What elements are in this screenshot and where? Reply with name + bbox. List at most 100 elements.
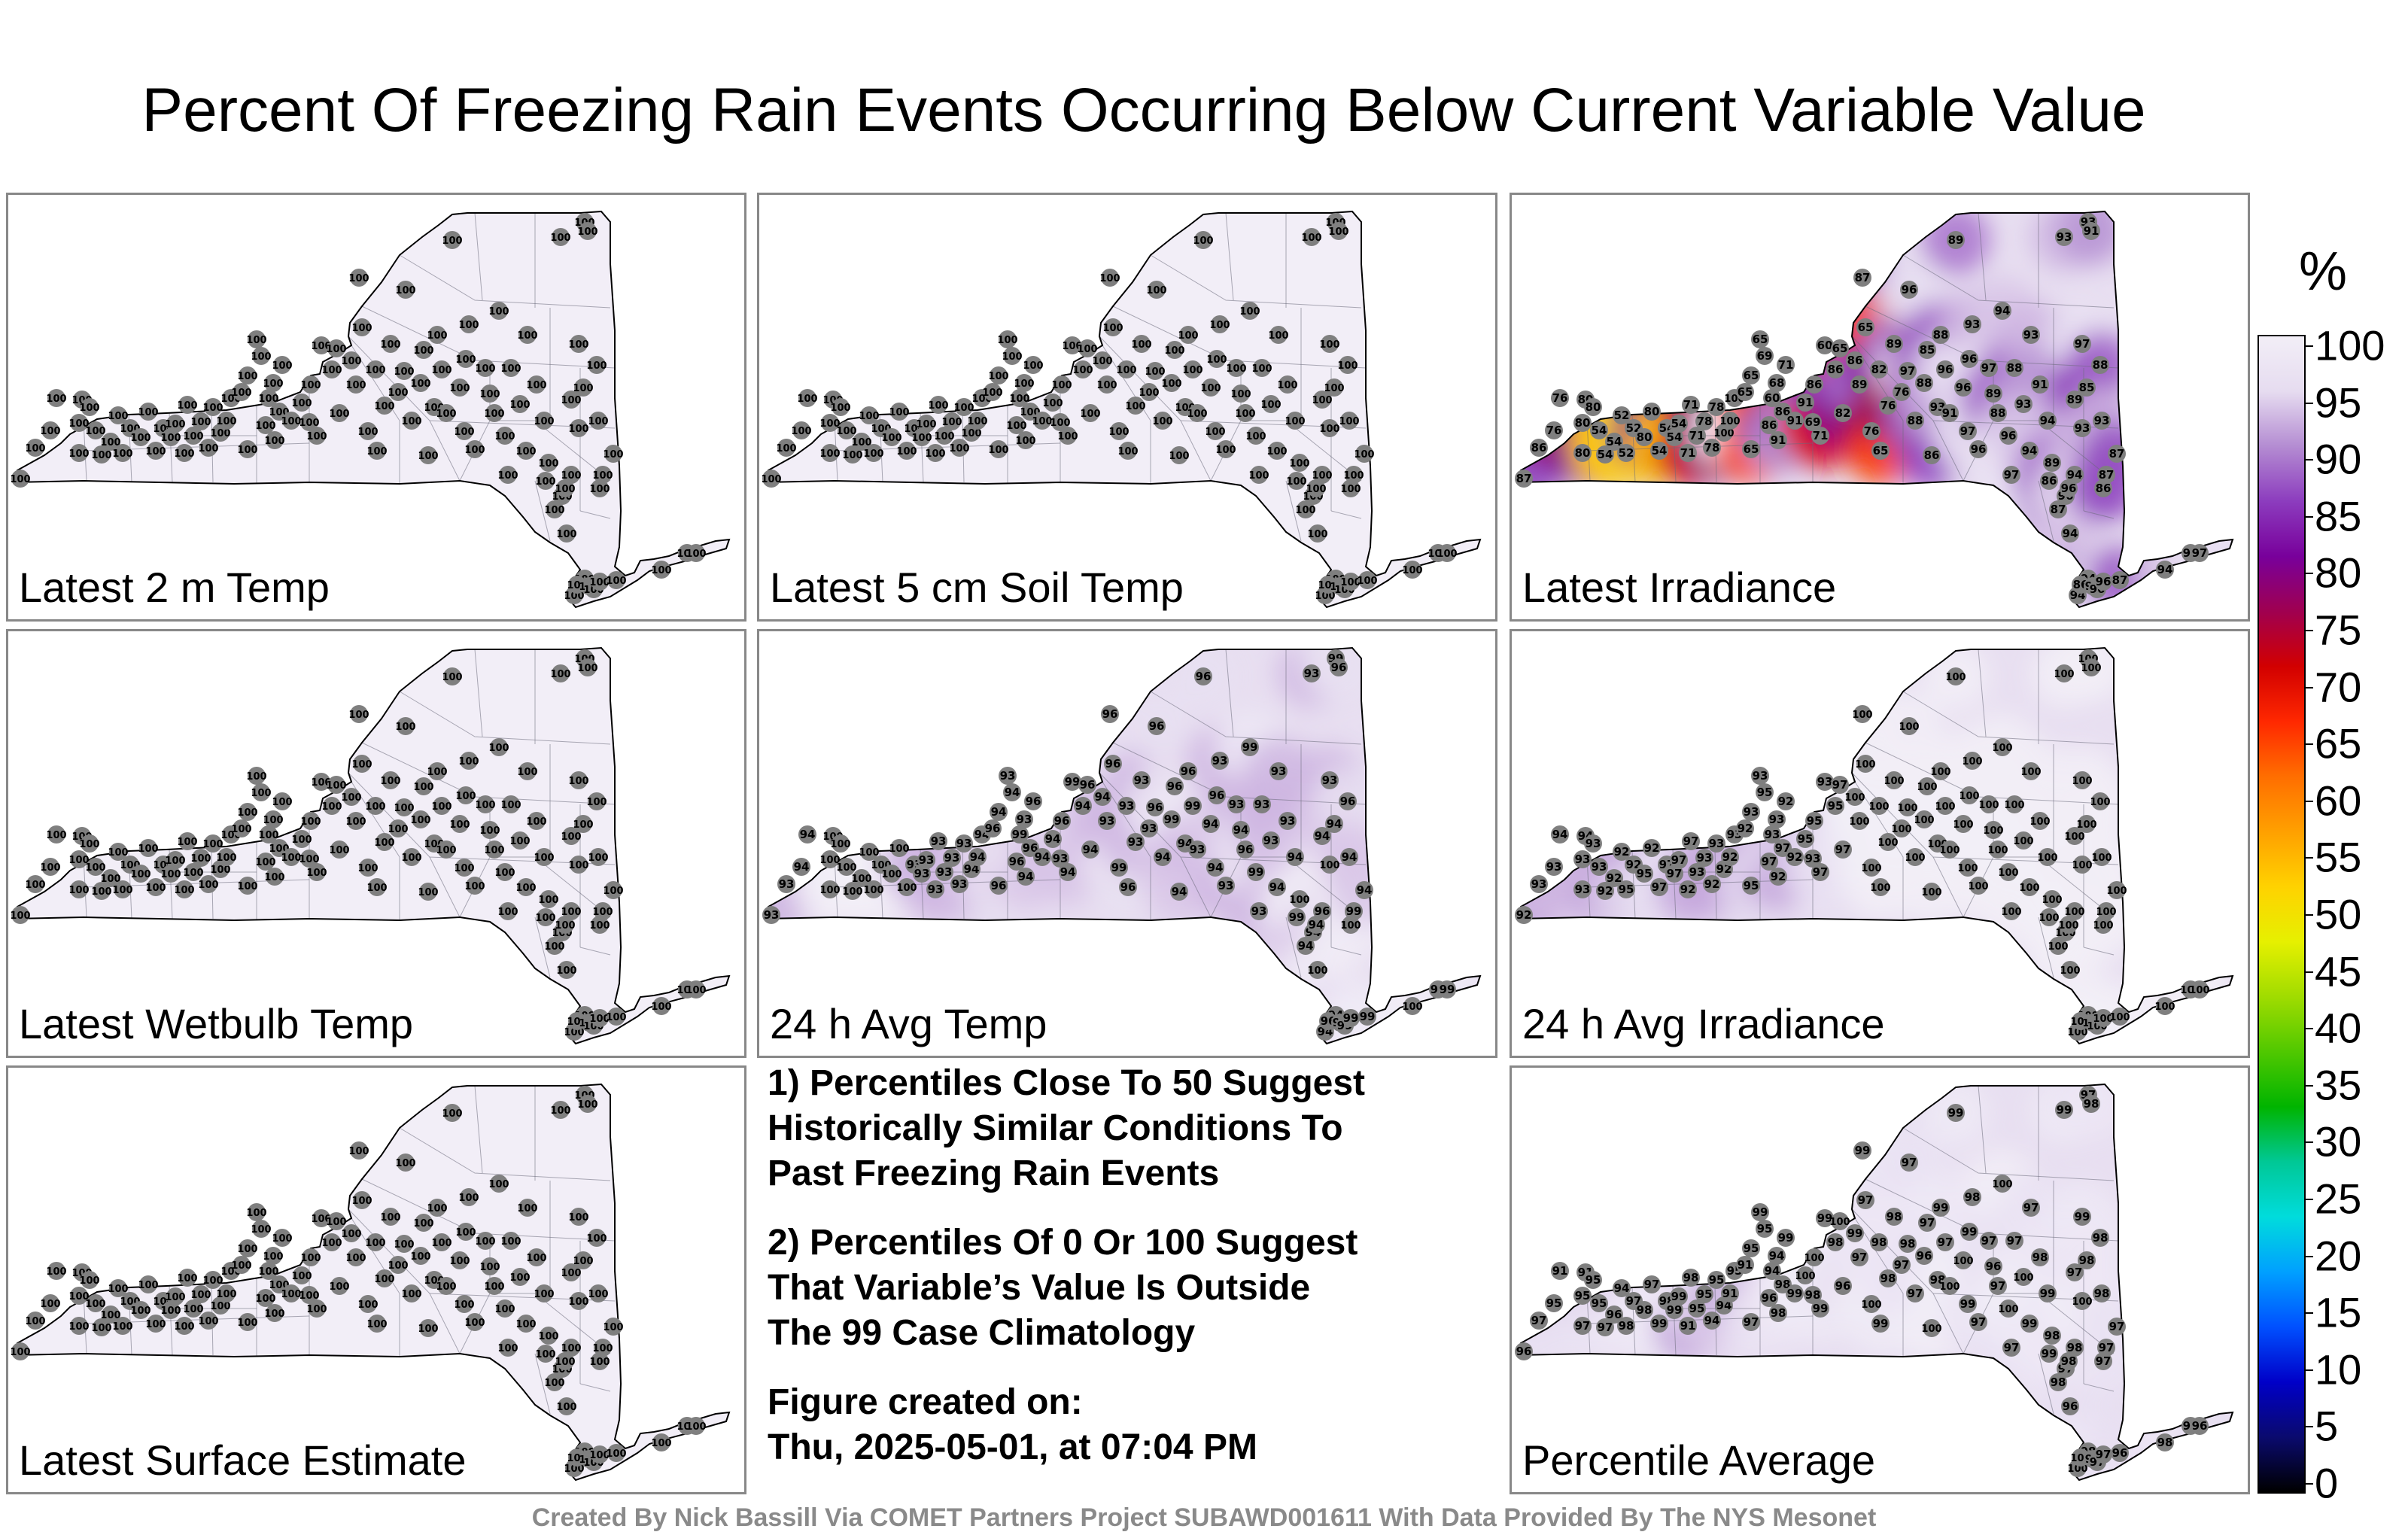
station-marker (308, 427, 326, 445)
station-marker (1846, 351, 1864, 369)
station-value: 100 (568, 1296, 588, 1308)
station-marker (308, 863, 326, 881)
station-value: 99 (1346, 904, 1362, 918)
station-value: 76 (1894, 385, 1910, 399)
station-value: 100 (988, 371, 1008, 382)
station-marker (1339, 356, 1357, 374)
station-marker (1074, 797, 1092, 815)
station-marker (1093, 351, 1111, 369)
station-value: 100 (190, 853, 211, 865)
station-marker (1984, 821, 2002, 839)
county-boundary (2038, 480, 2054, 542)
station-value: 100 (2076, 819, 2096, 831)
station-value: 100 (291, 834, 312, 846)
station-marker (1358, 571, 1376, 589)
station-value: 100 (300, 816, 321, 828)
station-marker (1179, 762, 1197, 780)
station-value: 100 (851, 874, 871, 885)
panel-label: Latest Wetbulb Temp (19, 1000, 414, 1047)
station-value: 100 (394, 803, 414, 814)
station-value: 97 (2109, 1320, 2125, 1333)
station-value: 92 (1771, 870, 1786, 883)
station-marker (1313, 466, 1331, 484)
station-value: 95 (1757, 786, 1773, 799)
county-boundary (1225, 649, 1234, 737)
colorbar-tick-mark (2306, 573, 2313, 575)
station-marker (1941, 404, 1959, 422)
county-boundary (1978, 1085, 1987, 1174)
station-value: 100 (145, 1319, 166, 1330)
station-marker (1119, 878, 1137, 896)
station-value: 100 (160, 1306, 181, 1317)
station-value: 100 (2154, 1002, 2175, 1013)
station-marker (1194, 231, 1212, 249)
station-marker (1573, 444, 1592, 462)
station-marker (1015, 810, 1033, 828)
station-value: 92 (1614, 845, 1630, 859)
station-value: 100 (130, 869, 150, 880)
station-marker (1768, 1247, 1786, 1265)
station-marker (1596, 1318, 1614, 1336)
station-marker (2002, 902, 2020, 920)
station-value: 100 (1164, 345, 1184, 357)
station-value: 100 (526, 816, 546, 828)
station-value: 100 (544, 941, 564, 953)
station-value: 92 (1598, 884, 1613, 898)
colorbar-tick-mark (2306, 743, 2313, 746)
station-value: 93 (928, 883, 944, 896)
station-marker (594, 1339, 612, 1357)
station-value: 100 (237, 1244, 257, 1255)
station-value: 100 (1992, 743, 2012, 754)
station-marker (1184, 797, 1202, 815)
station-marker (2060, 916, 2078, 934)
station-value: 100 (454, 863, 474, 874)
station-value: 100 (231, 824, 251, 835)
station-marker (2073, 1292, 2091, 1310)
station-value: 89 (1948, 233, 1964, 247)
station-marker (1358, 1008, 1376, 1026)
station-marker (588, 1229, 606, 1247)
station-value: 100 (2060, 965, 2080, 977)
station-value: 100 (1921, 1324, 1941, 1335)
station-marker (984, 383, 1002, 401)
station-marker (1900, 1154, 1918, 1172)
station-value: 54 (1652, 444, 1668, 457)
station-value: 95 (1619, 883, 1634, 896)
station-value: 52 (1614, 409, 1630, 422)
station-value: 87 (2099, 468, 2115, 482)
station-value: 100 (251, 351, 271, 363)
station-value: 100 (1953, 819, 1973, 831)
station-value: 100 (534, 416, 554, 427)
station-value: 99 (1343, 1011, 1359, 1025)
station-value: 100 (281, 853, 301, 864)
station-marker (312, 1209, 330, 1227)
station-value: 100 (130, 1306, 150, 1317)
station-marker (1915, 1247, 1933, 1265)
station-marker (546, 500, 564, 518)
station-value: 100 (1251, 363, 1272, 375)
station-marker (1834, 840, 1852, 859)
station-value: 100 (130, 433, 150, 444)
station-marker (1232, 821, 1250, 839)
station-value: 100 (449, 383, 470, 394)
station-marker (1206, 422, 1224, 440)
county-boundary (361, 1178, 616, 1242)
county-boundary (474, 1085, 483, 1174)
station-value: 82 (1835, 406, 1851, 420)
county-boundary (1932, 420, 1964, 482)
station-marker (1826, 1233, 1844, 1251)
colorbar-unit: % (2299, 242, 2348, 302)
station-value: 100 (237, 807, 257, 819)
station-marker (1786, 412, 1804, 430)
station-value: 100 (202, 839, 223, 850)
station-value: 100 (797, 394, 817, 405)
station-marker (1906, 1284, 1924, 1302)
station-value: 100 (1861, 1299, 1881, 1311)
station-value: 100 (1014, 378, 1034, 390)
station-marker (1834, 404, 1852, 422)
station-value: 100 (1870, 883, 1890, 894)
station-value: 100 (85, 862, 105, 874)
station-value: 71 (1689, 429, 1705, 442)
station-marker (2005, 1232, 2023, 1250)
station-value: 100 (573, 383, 593, 394)
